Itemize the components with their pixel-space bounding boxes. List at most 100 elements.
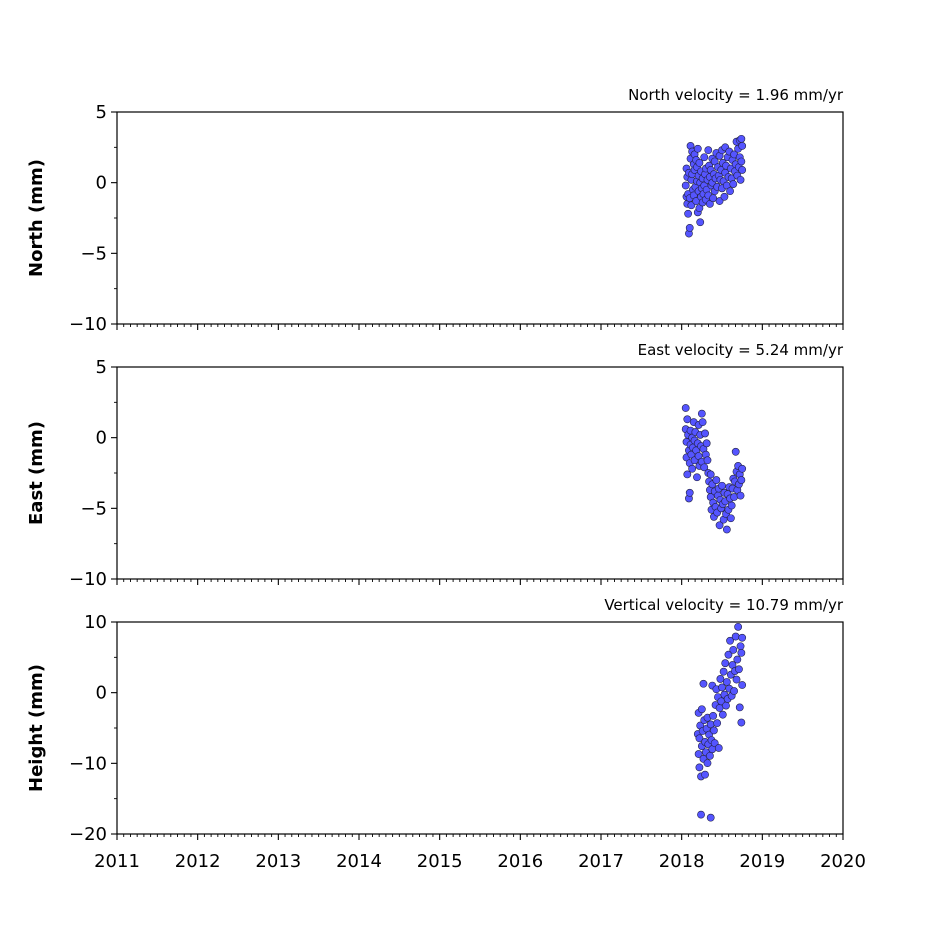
data-point	[736, 491, 745, 500]
data-point	[685, 223, 694, 232]
panel-title: East velocity = 5.24 mm/yr	[638, 341, 844, 359]
data-point	[726, 636, 734, 645]
data-point	[738, 464, 747, 473]
data-point	[736, 175, 745, 184]
data-point	[701, 429, 709, 438]
plot-frame	[116, 621, 844, 835]
data-point	[722, 525, 731, 534]
data-point	[700, 153, 709, 162]
data-point	[703, 456, 712, 465]
y-tick-label: 5	[96, 102, 107, 123]
data-point	[709, 194, 718, 203]
data-point	[726, 514, 735, 523]
x-tick-label: 2015	[417, 851, 463, 872]
data-point	[706, 470, 715, 479]
y-axis-label: North (mm)	[26, 159, 47, 277]
data-point	[721, 659, 730, 668]
data-point	[684, 209, 693, 218]
data-point	[713, 719, 722, 728]
data-point	[738, 166, 747, 174]
panel-height: Vertical velocity = 10.79 mm/yr −20 −10 0 1…	[26, 596, 844, 845]
y-tick-label: −5	[80, 243, 107, 264]
data-point	[736, 642, 745, 651]
y-tick-label: −10	[69, 569, 107, 590]
y-ticks: −20 −10 0 10	[69, 612, 117, 845]
data-point	[695, 734, 704, 743]
data-point	[722, 701, 730, 710]
data-point	[704, 146, 713, 155]
data-point	[737, 476, 746, 484]
data-point	[703, 759, 712, 768]
data-point	[695, 763, 704, 772]
data-point	[734, 622, 743, 631]
x-tick-label: 2013	[255, 851, 301, 872]
data-point	[715, 704, 724, 712]
data-point	[737, 648, 746, 657]
x-tick-labels: 2011 2012 2013 2014 2015 2016 2017 2018 2019 2020	[94, 851, 866, 872]
plot-frame	[116, 111, 844, 325]
data-point	[700, 463, 709, 472]
data-point	[701, 770, 709, 779]
data-point	[731, 447, 740, 456]
data-point	[726, 187, 734, 196]
data-point	[706, 813, 715, 822]
data-point	[681, 181, 690, 190]
y-axis-label: East (mm)	[26, 421, 47, 525]
data-point	[697, 409, 706, 418]
x-tick-label: 2016	[497, 851, 543, 872]
data-point	[716, 675, 725, 683]
y-axis-label: Height (mm)	[26, 664, 47, 792]
data-point	[729, 645, 738, 654]
panel-title: Vertical velocity = 10.79 mm/yr	[604, 596, 844, 614]
plot-frame	[116, 366, 844, 580]
data-point	[715, 521, 724, 530]
x-tick-label: 2017	[578, 851, 624, 872]
data-point	[697, 810, 705, 819]
data-point	[698, 418, 707, 427]
data-point	[720, 192, 729, 201]
data-point	[730, 493, 738, 501]
y-tick-label: 0	[96, 428, 107, 449]
data-point	[706, 751, 714, 760]
y-tick-label: 0	[96, 173, 107, 194]
data-point	[727, 501, 736, 510]
data-point	[738, 633, 747, 642]
data-point	[683, 415, 692, 424]
data-point	[737, 134, 746, 143]
y-tick-label: −20	[69, 824, 107, 845]
data-point	[681, 404, 690, 412]
data-point	[724, 650, 733, 659]
y-tick-label: 5	[96, 357, 107, 378]
points-group	[681, 404, 747, 534]
data-point	[709, 711, 718, 720]
x-tick-label: 2019	[739, 851, 785, 872]
data-point	[688, 464, 697, 473]
data-point	[697, 705, 706, 714]
data-point	[737, 718, 746, 727]
panel-east: East velocity = 5.24 mm/yr −10 −5 0 5 East …	[26, 341, 844, 590]
data-point	[718, 710, 727, 719]
y-ticks: −10 −5 0 5	[69, 102, 117, 335]
y-tick-label: 10	[84, 612, 107, 633]
data-point	[693, 144, 702, 153]
data-point	[737, 157, 746, 166]
data-point	[714, 744, 723, 752]
data-point	[683, 470, 692, 479]
data-point	[685, 488, 694, 497]
y-tick-label: −10	[69, 753, 107, 774]
data-point	[738, 681, 747, 689]
data-point	[693, 473, 701, 482]
data-point	[735, 703, 744, 712]
x-tick-label: 2018	[659, 851, 705, 872]
data-point	[731, 632, 740, 641]
panel-title: North velocity = 1.96 mm/yr	[628, 86, 844, 104]
data-point	[738, 142, 747, 150]
x-tick-label: 2020	[820, 851, 866, 872]
data-point	[730, 687, 738, 695]
data-point	[719, 667, 728, 676]
data-point	[722, 678, 731, 686]
data-point	[733, 655, 742, 664]
points-group	[693, 622, 747, 822]
